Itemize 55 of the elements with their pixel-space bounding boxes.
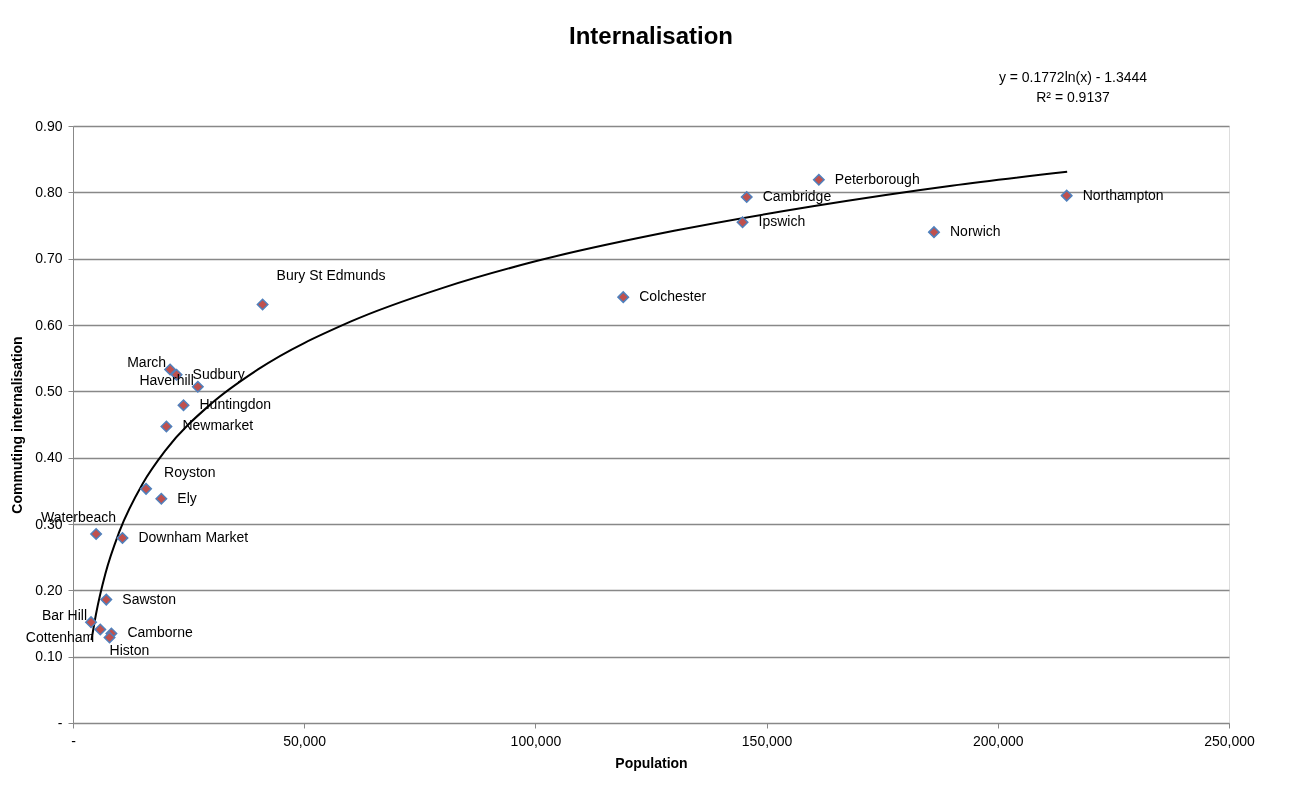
annotation: Histon: [109, 642, 150, 659]
y-tick-label: 0.60: [35, 316, 63, 333]
point: [617, 291, 630, 304]
annotation: Haverhill: [139, 371, 194, 388]
y-tick-label: 0.70: [35, 250, 63, 267]
point: [116, 531, 129, 544]
text: y = 0.1772ln(x) - 1.3444: [998, 69, 1148, 85]
annotation: Bury St Edmunds: [276, 267, 386, 284]
point: [140, 482, 153, 495]
point: [103, 631, 116, 644]
point: [1060, 189, 1073, 202]
point: [85, 616, 98, 629]
annotation: Cambridge: [762, 187, 832, 204]
annotation: Colchester: [639, 288, 707, 305]
annotation: Downham Market: [138, 528, 249, 545]
annotation: Sawston: [122, 590, 176, 607]
x-tick-label: 200,000: [973, 732, 1024, 749]
annotation: Camborne: [127, 624, 193, 641]
x-tick-label: 100,000: [510, 732, 562, 749]
chart-title: Internalisation: [568, 22, 734, 49]
point: [177, 399, 190, 412]
point: [812, 173, 825, 186]
point: [927, 226, 940, 239]
annotation: Peterborough: [834, 170, 920, 187]
point: [736, 216, 749, 229]
y-axis-title: Commuting internalisation: [9, 336, 26, 514]
point: [160, 420, 173, 433]
annotation: March: [127, 354, 167, 371]
point: [256, 298, 269, 311]
text: R² = 0.9137: [1036, 89, 1110, 105]
annotation: Norwich: [949, 223, 1001, 240]
annotation: Bar Hill: [41, 607, 88, 624]
annotation: Ely: [177, 489, 197, 506]
y-tick-label: 0.40: [35, 449, 63, 466]
point: [100, 593, 113, 606]
point: [94, 623, 107, 636]
point: [740, 190, 753, 203]
point: [155, 492, 168, 505]
x-tick-label: -: [71, 732, 77, 749]
x-tick-label: 250,000: [1204, 732, 1256, 749]
y-tick-label: 0.10: [35, 648, 63, 665]
annotation: Northampton: [1082, 186, 1164, 203]
x-tick-label: 150,000: [741, 732, 793, 749]
y-tick-label: 0.20: [35, 581, 63, 598]
annotation: Royston: [164, 463, 216, 480]
point: [90, 527, 103, 540]
y-tick-label: 0.50: [35, 382, 63, 399]
annotation: Sudbury: [192, 365, 245, 382]
x-tick-label: 50,000: [283, 732, 327, 749]
y-tick-label: 0.80: [35, 183, 63, 200]
y-tick-label: -: [57, 714, 63, 731]
y-tick-label: 0.90: [35, 117, 63, 134]
annotation: Cottenham: [25, 629, 95, 646]
annotation: Ipswich: [758, 213, 806, 230]
x-axis-title: Population: [615, 754, 688, 771]
